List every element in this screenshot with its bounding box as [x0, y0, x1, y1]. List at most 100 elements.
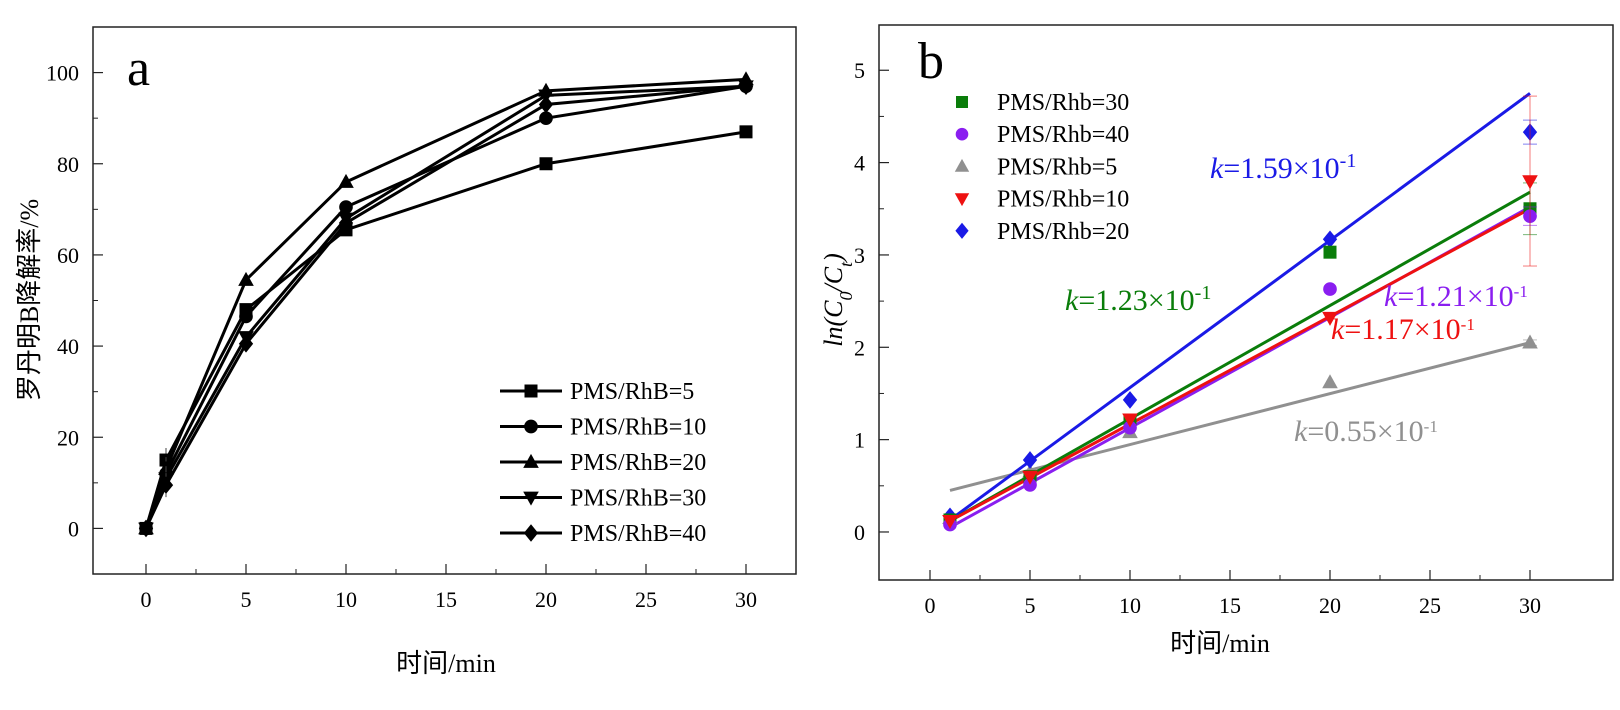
k-value: =1.23×10 — [1078, 284, 1194, 317]
x-tick-label: 0 — [925, 593, 936, 618]
data-point — [1023, 478, 1037, 492]
y-tick-label: 1 — [854, 428, 865, 453]
k-exponent: -1 — [1195, 282, 1212, 304]
data-point — [338, 214, 354, 232]
k-value: =0.55×10 — [1307, 415, 1423, 448]
y-label-part: /C — [819, 266, 848, 293]
y-label-subscript: t — [836, 261, 856, 267]
legend-marker — [954, 158, 970, 172]
x-tick-label: 30 — [1519, 593, 1541, 618]
x-axis-title-a: 时间/min — [396, 649, 496, 678]
rate-constant-label: k=1.21×10-1 — [1384, 280, 1528, 313]
legend-marker — [955, 127, 969, 141]
k-symbol: k — [1384, 280, 1398, 313]
x-tick-label: 20 — [535, 587, 557, 612]
legend-marker — [524, 419, 538, 434]
legend-marker — [523, 453, 539, 468]
y-axis-title-b: ln(C0/Ct) — [819, 253, 856, 347]
x-tick-label: 10 — [1119, 593, 1141, 618]
rate-constant-labels: k=1.23×10-1 k=1.21×10-1k=0.55×10-1k=1.17×… — [1065, 150, 1528, 448]
series-group-a — [138, 71, 754, 538]
x-tick-label: 5 — [1025, 593, 1036, 618]
data-point — [138, 519, 154, 538]
legend-label: PMS/Rhb=20 — [997, 219, 1129, 245]
data-point — [339, 200, 353, 214]
data-point — [1522, 175, 1538, 190]
x-tick-label: 30 — [735, 587, 757, 612]
legend-marker — [954, 193, 970, 207]
legend-marker — [524, 384, 538, 398]
data-point — [538, 95, 554, 114]
data-point — [158, 476, 174, 494]
legend-label: PMS/Rhb=40 — [997, 122, 1129, 148]
fit-line — [949, 190, 1531, 523]
plot-frame-b — [878, 24, 1614, 581]
series-line — [144, 84, 747, 530]
data-point — [1122, 413, 1138, 428]
rate-constant-label: k=1.23×10-1 — [1065, 282, 1211, 317]
data-point — [1322, 374, 1338, 389]
legend-a: PMS/RhB=5 PMS/RhB=10 PMS/RhB=20 PMS/RhB=30 P… — [500, 379, 706, 547]
y-label-part: ln(C — [819, 300, 848, 347]
x-tick-label: 5 — [241, 587, 252, 612]
x-tick-label: 0 — [141, 587, 152, 612]
panel-a: 0 5 10 15 20 25 30 0 20 40 60 80 100 a 时间/min 罗丹明B降解… — [15, 26, 797, 678]
series-group-b — [942, 95, 1538, 532]
data-point — [1522, 334, 1538, 349]
k-exponent: -1 — [1340, 150, 1357, 172]
legend-b: PMS/Rhb=30 PMS/Rhb=40 PMS/Rhb=5 PMS/Rhb=10 P… — [954, 90, 1129, 245]
legend-label: PMS/RhB=5 — [570, 379, 694, 405]
y-tick-label: 0 — [854, 520, 865, 545]
fit-line — [949, 92, 1531, 522]
data-point — [1323, 245, 1337, 259]
legend-marker — [523, 491, 539, 506]
data-point — [1123, 420, 1137, 435]
legend-marker — [956, 96, 968, 108]
legend-marker — [523, 524, 539, 542]
data-point — [238, 335, 254, 353]
data-point — [1022, 470, 1038, 485]
data-point — [539, 157, 553, 171]
x-tick-label: 25 — [635, 587, 657, 612]
legend-label: PMS/RhB=30 — [570, 486, 706, 512]
k-symbol: k — [1331, 313, 1345, 346]
data-point — [239, 309, 253, 324]
fit-lines-b — [949, 92, 1531, 529]
y-tick-label: 4 — [854, 151, 865, 176]
data-point — [338, 173, 354, 188]
data-point — [1022, 451, 1038, 469]
y-tick-label: 3 — [854, 243, 865, 268]
k-symbol: k — [1294, 415, 1308, 448]
legend-label: PMS/Rhb=30 — [997, 90, 1129, 116]
rate-constant-label: k=1.17×10-1 — [1331, 313, 1475, 346]
panel-label-b: b — [918, 33, 944, 90]
y-label-part: ) — [819, 253, 848, 264]
legend-label: PMS/Rhb=5 — [997, 154, 1117, 180]
data-point — [1323, 282, 1337, 296]
x-tick-label: 10 — [335, 587, 357, 612]
x-tick-label: 15 — [1219, 593, 1241, 618]
legend-label: PMS/RhB=40 — [570, 521, 706, 547]
y-tick-label: 0 — [68, 516, 79, 541]
y-tick-label: 20 — [57, 425, 79, 450]
data-point — [942, 515, 958, 530]
y-label-subscript: 0 — [836, 292, 856, 301]
panel-label-a: a — [127, 40, 150, 97]
data-point — [738, 77, 754, 96]
rate-constant-label: k=1.59×10-1 — [1210, 150, 1356, 185]
x-tick-label: 20 — [1319, 593, 1341, 618]
y-tick-label: 2 — [854, 335, 865, 360]
y-axis-title-a: 罗丹明B降解率/% — [15, 199, 44, 401]
axis-ticks-a: 0 5 10 15 20 25 30 0 20 40 60 80 100 — [46, 61, 757, 612]
x-axis-title-b: 时间/min — [1170, 629, 1270, 658]
rate-constant-label: k=0.55×10-1 — [1294, 415, 1438, 448]
y-tick-label: 60 — [57, 243, 79, 268]
y-tick-label: 100 — [46, 61, 79, 86]
x-tick-label: 25 — [1419, 593, 1441, 618]
y-tick-label: 80 — [57, 152, 79, 177]
k-symbol: k — [1210, 152, 1224, 185]
k-exponent: -1 — [1461, 315, 1475, 334]
y-tick-label: 40 — [57, 334, 79, 359]
